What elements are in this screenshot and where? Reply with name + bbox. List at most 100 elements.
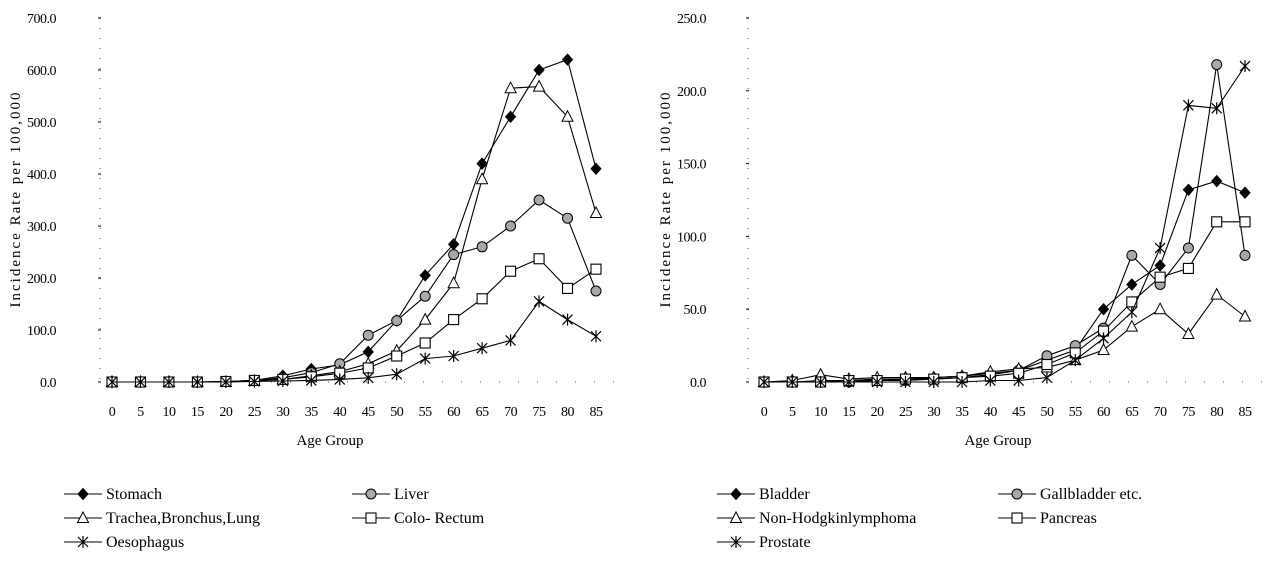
x-tick-label: 10 — [162, 405, 176, 420]
data-point-marker — [1154, 259, 1166, 272]
y-axis-title: Incidence Rate per 100,000 — [658, 91, 674, 308]
series-prostate — [758, 60, 1251, 388]
x-tick-label: 5 — [789, 405, 796, 420]
data-point-marker — [843, 376, 855, 388]
data-point-marker — [419, 352, 431, 365]
data-point-marker — [1154, 271, 1166, 283]
legend-label: Bladder — [759, 486, 810, 503]
data-point-marker — [786, 376, 798, 388]
x-tick-label: 25 — [248, 405, 262, 420]
data-point-marker — [362, 329, 374, 341]
legend-marker — [365, 512, 377, 524]
data-point-marker — [533, 194, 545, 206]
legend-item: Colo- Rectum — [352, 510, 485, 527]
x-tick-label: 45 — [1012, 405, 1026, 420]
data-point-marker — [1238, 309, 1252, 322]
data-point-marker — [1211, 59, 1223, 71]
y-tick-label: 700.0 — [27, 12, 57, 27]
series-line — [112, 86, 597, 383]
data-point-marker — [1211, 174, 1223, 188]
data-point-marker — [191, 376, 203, 388]
x-tick-label: 70 — [504, 405, 518, 420]
legend-item: Oesophagus — [64, 534, 184, 551]
data-point-marker — [448, 314, 460, 326]
y-axis-title: Incidence Rate per 100,000 — [8, 91, 24, 308]
data-point-marker — [533, 63, 545, 77]
data-point-marker — [1154, 242, 1166, 255]
data-point-marker — [475, 172, 489, 185]
legend-marker — [730, 536, 742, 548]
data-point-marker — [928, 376, 940, 388]
legend-marker — [1011, 488, 1023, 500]
legend-marker — [729, 510, 743, 523]
data-point-marker — [504, 81, 517, 94]
data-point-marker — [1211, 102, 1223, 115]
legend-item: Stomach — [64, 486, 162, 503]
data-point-marker — [106, 376, 118, 388]
data-point-marker — [1098, 332, 1109, 345]
data-point-marker — [1153, 302, 1167, 315]
data-point-marker — [504, 110, 517, 124]
data-point-marker — [220, 376, 232, 388]
x-tick-label: 35 — [956, 405, 970, 420]
data-point-marker — [419, 290, 431, 302]
data-point-marker — [561, 109, 574, 122]
data-point-marker — [590, 285, 602, 297]
x-axis-title: Age Group — [964, 433, 1031, 449]
data-point-marker — [1239, 60, 1251, 73]
x-tick-label: 75 — [1182, 405, 1196, 420]
data-point-marker — [1126, 278, 1138, 291]
x-tick-label: 25 — [899, 405, 913, 420]
legend-marker — [77, 536, 89, 548]
y-tick-label: 0.0 — [40, 376, 57, 391]
x-tick-label: 60 — [1097, 405, 1111, 420]
y-tick-label: 100.0 — [27, 324, 57, 339]
data-point-marker — [362, 362, 374, 374]
x-tick-label: 80 — [561, 405, 575, 420]
y-tick-label: 600.0 — [27, 64, 57, 79]
data-point-marker — [419, 269, 431, 282]
data-point-marker — [476, 293, 488, 305]
data-point-marker — [448, 249, 460, 261]
legend-label: Liver — [394, 486, 429, 503]
data-point-marker — [418, 312, 432, 325]
legend-item: Pancreas — [998, 510, 1097, 527]
data-point-marker — [391, 315, 403, 327]
data-point-marker — [533, 295, 545, 308]
x-tick-label: 55 — [1069, 405, 1083, 420]
data-point-marker — [984, 374, 996, 387]
data-point-marker — [1182, 262, 1194, 274]
x-tick-label: 0 — [761, 405, 768, 420]
data-point-marker — [1210, 287, 1224, 300]
y-tick-label: 250.0 — [677, 12, 707, 27]
legend-label: Gallbladder etc. — [1040, 486, 1142, 503]
y-tick-label: 400.0 — [27, 168, 57, 183]
legend-marker — [730, 487, 742, 501]
x-tick-label: 10 — [814, 405, 828, 420]
chart-1: 0.0 100.0 200.0 300.0 400.0 500.0 600.0 700.0 0 5… — [8, 12, 615, 551]
x-tick-label: 0 — [109, 405, 116, 420]
x-tick-label: 30 — [927, 405, 941, 420]
legend-item: Trachea,Bronchus,Lung — [64, 510, 260, 527]
legend: Bladder Gallbladder etc. Non-Hodgkinlympho… — [717, 486, 1142, 551]
data-point-marker — [590, 162, 602, 176]
legend-label: Prostate — [759, 534, 811, 551]
legend-item: Prostate — [717, 534, 811, 551]
x-tick-label: 70 — [1154, 405, 1168, 420]
legend-item: Liver — [352, 486, 429, 503]
data-point-marker — [1126, 249, 1138, 261]
y-tick-label: 500.0 — [27, 116, 57, 131]
data-point-marker — [1041, 358, 1053, 371]
data-point-marker — [391, 368, 403, 381]
data-point-marker — [448, 350, 460, 362]
data-point-marker — [248, 375, 260, 388]
data-point-marker — [1211, 216, 1223, 228]
series-stomach — [106, 53, 602, 389]
data-point-marker — [532, 79, 546, 92]
data-point-marker — [362, 371, 374, 384]
x-tick-label: 65 — [1125, 405, 1139, 420]
series-line — [764, 180, 1246, 383]
x-axis-title: Age Group — [296, 433, 363, 449]
y-tick-label: 150.0 — [677, 158, 707, 173]
